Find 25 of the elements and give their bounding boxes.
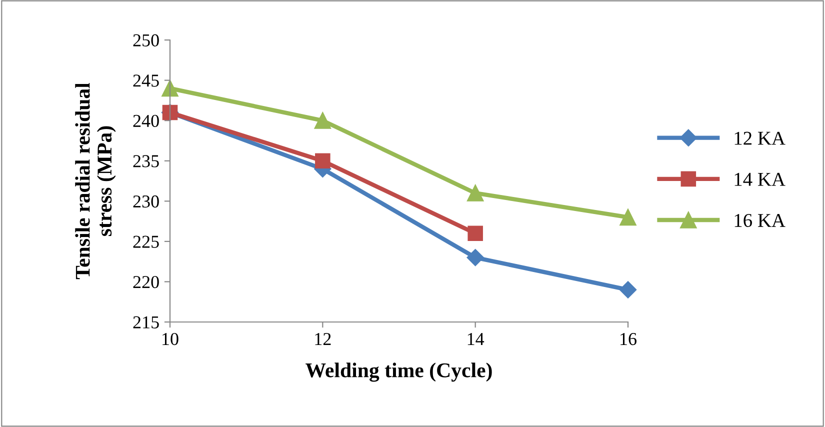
legend-label: 14 KA bbox=[734, 172, 786, 186]
legend-label: 16 KA bbox=[734, 214, 786, 228]
x-tick-label: 16 bbox=[620, 332, 636, 346]
y-tick-label: 240 bbox=[133, 114, 159, 128]
point bbox=[468, 226, 483, 242]
point bbox=[314, 112, 331, 129]
x-tick-label: 12 bbox=[315, 332, 331, 345]
point bbox=[467, 184, 484, 202]
x-tick-label: 14 bbox=[468, 333, 484, 345]
y-tick-label: 230 bbox=[133, 195, 159, 208]
y-tick-label: 225 bbox=[133, 236, 159, 248]
x-tick-label: 10 bbox=[162, 332, 178, 346]
y-axis-title: Tensile radial residual stress (MPa) bbox=[75, 82, 116, 280]
point bbox=[619, 281, 637, 298]
y-tick-label: 245 bbox=[133, 74, 159, 87]
y-tick-label: 250 bbox=[133, 34, 159, 46]
y-tick-label: 220 bbox=[133, 276, 159, 288]
y-tick-label: 235 bbox=[133, 155, 159, 168]
x-axis-title: Welding time (Cycle) bbox=[306, 362, 492, 382]
point bbox=[466, 248, 484, 266]
legend-label: 12 KA bbox=[734, 132, 786, 145]
point bbox=[162, 80, 178, 97]
point bbox=[620, 208, 636, 226]
point bbox=[315, 153, 330, 168]
y-tick-label: 215 bbox=[133, 316, 159, 328]
